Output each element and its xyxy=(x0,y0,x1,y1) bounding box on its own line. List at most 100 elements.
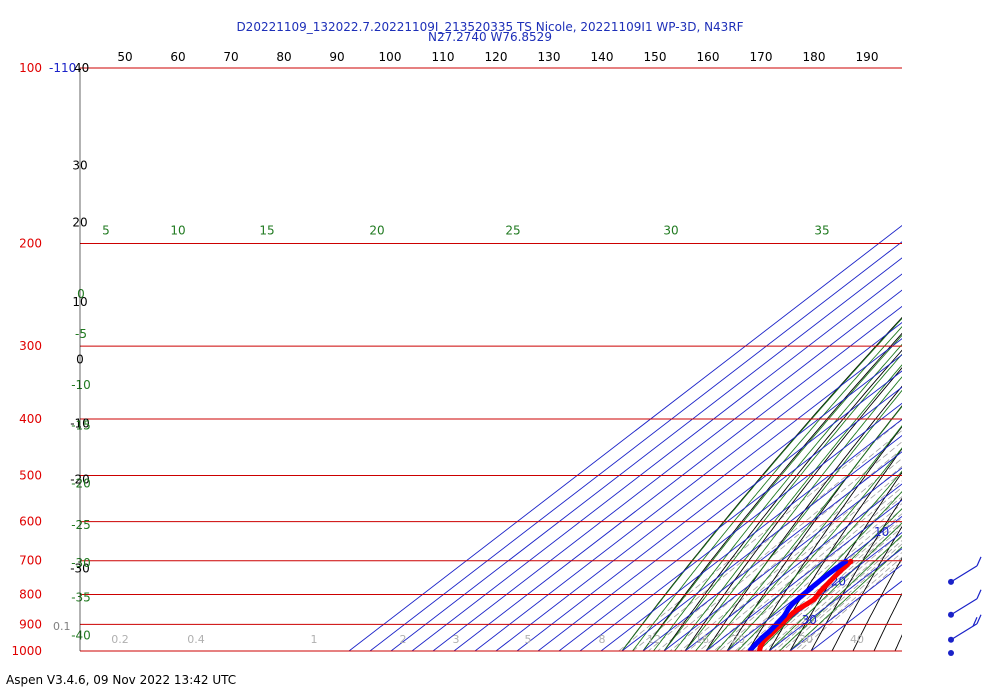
dry-adiabat-line xyxy=(916,68,1000,651)
wind-barb-dot xyxy=(948,650,954,656)
mixing-ratio-label: 20 xyxy=(731,633,745,646)
mixing-ratio-line xyxy=(680,465,902,651)
pressure-label: 200 xyxy=(19,237,42,251)
isotherm-line xyxy=(348,225,902,651)
pressure-label: 900 xyxy=(19,617,42,631)
dry-adiabat-line xyxy=(937,68,1000,651)
left-moist-label: -10 xyxy=(71,378,91,392)
isotherm-line xyxy=(474,321,902,651)
moist-adiabat-line xyxy=(768,522,902,651)
top-axis-tick: 80 xyxy=(276,50,291,64)
left-moist-label: -20 xyxy=(71,476,91,490)
dry-adiabat-line xyxy=(747,425,902,651)
top-axis-tick: 120 xyxy=(485,50,508,64)
temperature-point xyxy=(837,568,843,574)
mixing-ratio-label: 0.2 xyxy=(111,633,129,646)
isotherm-label: 30 xyxy=(802,613,817,627)
moist-adiabat-line xyxy=(789,546,902,651)
chart-title: D20221109_132022.7.20221109I_213520335 T… xyxy=(236,20,744,34)
dewpoint-point xyxy=(759,635,765,641)
pressure-label: 500 xyxy=(19,468,42,482)
mixing-ratio-line xyxy=(740,513,902,651)
isotherm-line xyxy=(642,451,902,651)
dewpoint-point xyxy=(824,572,830,578)
pressure-label: 1000 xyxy=(11,644,42,658)
mixing-ratio-line xyxy=(799,560,902,651)
isotherm-line xyxy=(726,515,902,651)
left-moist-label: -5 xyxy=(75,327,87,341)
dewpoint-point xyxy=(808,585,814,591)
left-moist-label: -35 xyxy=(71,591,91,605)
isotherm-label: 10 xyxy=(874,525,889,539)
dry-adiabat-line xyxy=(789,471,902,651)
top-axis-tick: 180 xyxy=(803,50,826,64)
top-axis-tick: 130 xyxy=(538,50,561,64)
dewpoint-point xyxy=(752,642,758,648)
mixing-ratio-label: 3 xyxy=(453,633,460,646)
mixing-ratio-line xyxy=(734,508,902,651)
left-moist-label: -40 xyxy=(71,628,91,642)
top-axis-tick: 90 xyxy=(329,50,344,64)
mixing-ratio-label: 40 xyxy=(850,633,864,646)
pressure-label: 700 xyxy=(19,554,42,568)
isotherm-line xyxy=(747,531,902,651)
dry-adiabat-line xyxy=(979,68,1000,651)
mixing-ratio-line xyxy=(632,429,902,651)
mixing-ratio-line xyxy=(647,441,902,651)
mixing-ratio-line xyxy=(657,448,902,651)
pressure-label: 400 xyxy=(19,412,42,426)
isotherm-label: 0 xyxy=(913,482,921,496)
mixing-ratio-line xyxy=(778,543,902,651)
mixing-ratio-line xyxy=(788,551,902,651)
isotherm-line xyxy=(516,354,902,651)
dewpoint-point xyxy=(748,647,754,651)
moist-adiabat-label: 5 xyxy=(102,224,110,238)
dry-adiabat-line xyxy=(831,525,902,651)
left-moist-label: -15 xyxy=(71,418,91,432)
mixing-ratio-label: 30 xyxy=(799,633,813,646)
mixing-ratio-label: 5 xyxy=(525,633,532,646)
pressure-label: 300 xyxy=(19,339,42,353)
mixing-ratio-label: 8 xyxy=(599,633,606,646)
wind-barb-staff xyxy=(950,598,978,616)
pressure-label: 800 xyxy=(19,588,42,602)
wind-barb-flag xyxy=(976,614,982,624)
dewpoint-point xyxy=(843,558,849,565)
mixing-ratio-line xyxy=(669,457,902,651)
left-moist-label: -30 xyxy=(71,556,91,570)
corner-top-label-2: 40 xyxy=(74,61,89,75)
moist-adiabat-label: 30 xyxy=(663,224,678,238)
isotherm-line xyxy=(705,499,902,651)
isotherm-line xyxy=(537,370,902,651)
isotherm-line xyxy=(600,418,902,651)
dry-adiabat-line xyxy=(705,385,902,651)
temperature-point xyxy=(790,610,796,616)
isotherm-line xyxy=(453,305,902,651)
temperature-point xyxy=(804,601,810,607)
wind-barb-flag xyxy=(976,556,982,567)
isotherm-line xyxy=(432,289,902,651)
moist-adiabat-line xyxy=(716,425,902,651)
moist-adiabat-line xyxy=(758,508,902,651)
chart-subtitle: N27.2740 W76.8529 xyxy=(428,30,552,44)
dewpoint-point xyxy=(786,605,792,612)
pressure-label: 100 xyxy=(19,61,42,75)
isotherm-label: -20 xyxy=(953,415,973,429)
wind-barb-staff xyxy=(950,565,978,583)
dry-adiabat-line xyxy=(642,332,902,651)
dry-adiabat-line xyxy=(873,592,902,651)
dewpoint-point xyxy=(781,613,788,619)
temperature-point xyxy=(848,558,854,565)
moist-adiabat-label: 10 xyxy=(170,224,185,238)
mixing-ratio-line xyxy=(794,556,902,651)
dry-adiabat-line xyxy=(958,68,1000,651)
mixing-ratio-line xyxy=(773,540,902,651)
top-axis-tick: 190 xyxy=(856,50,879,64)
isotherm-line xyxy=(411,273,902,651)
mixing-ratio-line xyxy=(698,480,902,651)
isotherm-line xyxy=(621,435,902,651)
corner-bottom-label: 0.1 xyxy=(53,620,71,633)
top-axis-tick: 150 xyxy=(644,50,667,64)
top-axis-tick: 160 xyxy=(697,50,720,64)
